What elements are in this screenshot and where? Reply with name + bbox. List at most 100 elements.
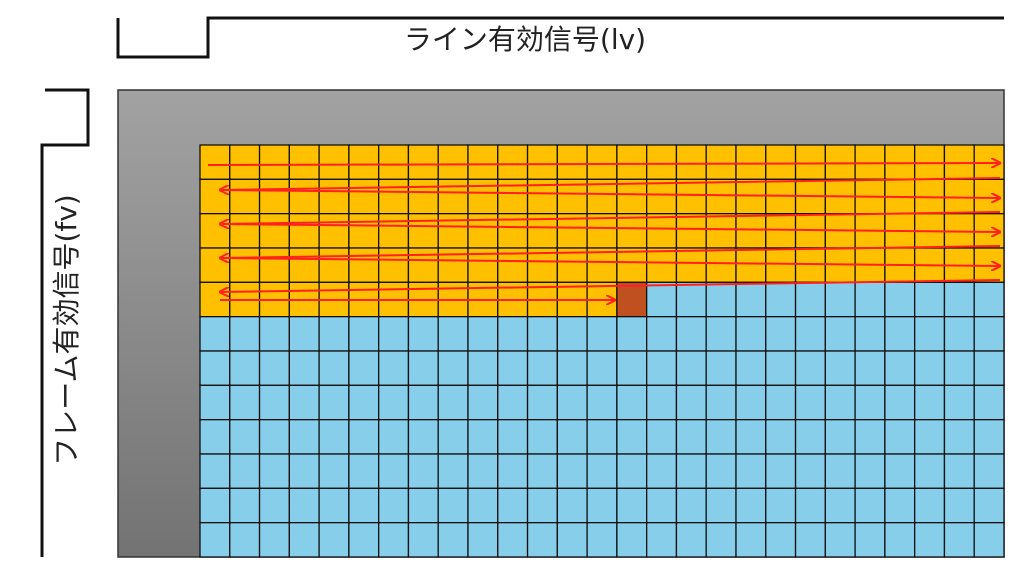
pixel-cell [258,487,290,524]
pixel-cell [675,178,707,215]
pixel-cell [765,384,797,421]
pixel-cell [497,350,529,386]
pixel-cell [705,522,737,558]
pixel-cell [348,144,380,180]
pixel-cell [646,522,678,558]
pixel-cell [943,316,975,352]
pixel-cell [348,178,380,215]
pixel-cell [199,350,231,386]
pixel-cell [556,419,588,455]
pixel-cell [437,213,469,249]
pixel-cell [258,247,290,283]
pixel-cell [526,316,558,352]
pixel-cell [914,281,946,318]
pixel-cell [765,419,797,455]
pixel-cell [735,281,767,318]
pixel-cell [765,522,797,558]
pixel-cell [646,213,678,249]
scan-arrow [220,177,1001,190]
pixel-cell [794,453,826,489]
pixel-cell [735,144,767,180]
pixel-cell [616,281,648,318]
pixel-cell [943,453,975,489]
pixel-cell [318,384,350,421]
pixel-cell [586,144,618,180]
pixel-cell [288,144,320,180]
pixel-cell [258,350,290,386]
pixel-cell [884,350,916,386]
pixel-cell [378,487,410,524]
pixel-cell [675,419,707,455]
pixel-cell [735,213,767,249]
pixel-cell [258,144,290,180]
pixel-cell [348,247,380,283]
pixel-cell [229,419,261,455]
pixel-cell [497,144,529,180]
pixel-cell [824,384,856,421]
pixel-cell [437,144,469,180]
pixel-cell [586,350,618,386]
pixel-cell [914,487,946,524]
pixel-cell [556,487,588,524]
pixel-cell [854,144,886,180]
pixel-cell [318,453,350,489]
pixel-cell [556,384,588,421]
pixel-cell [765,487,797,524]
pixel-cell [794,316,826,352]
pixel-cell [258,522,290,558]
scan-arrow [219,257,1000,266]
pixel-cell [824,419,856,455]
pixel-cell [378,419,410,455]
pixel-cell [675,316,707,352]
pixel-cell [705,247,737,283]
pixel-cell [943,384,975,421]
pixel-cell [437,316,469,352]
pixel-cell [705,419,737,455]
pixel-cell [765,316,797,352]
pixel-cell [646,144,678,180]
pixel-cell [705,316,737,352]
pixel-cell [199,178,231,215]
pixel-cell [526,384,558,421]
pixel-cell [378,247,410,283]
pixel-cell [973,487,1005,524]
pixel-cell [586,384,618,421]
pixel-cell [705,487,737,524]
pixel-cell [586,213,618,249]
pixel-cell [973,419,1005,455]
pixel-cell [556,350,588,386]
pixel-cell [705,384,737,421]
pixel-cell [705,281,737,318]
pixel-cell [407,350,439,386]
pixel-cell [586,247,618,283]
pixel-cell [526,350,558,386]
pixel-cell [526,144,558,180]
pixel-cell [288,522,320,558]
pixel-cell [318,350,350,386]
pixel-cell [824,144,856,180]
pixel-cell [288,350,320,386]
pixel-cell [258,384,290,421]
pixel-cell [437,522,469,558]
pixel-cell [348,453,380,489]
pixel-cell [675,281,707,318]
pixel-cell [556,522,588,558]
pixel-cell [943,487,975,524]
pixel-cell [318,247,350,283]
pixel-cell [735,487,767,524]
pixel-cell [288,419,320,455]
pixel-cell [646,350,678,386]
pixel-cell [765,247,797,283]
pixel-cell [229,178,261,215]
pixel-cell [914,350,946,386]
lv-label: ライン有効信号(lv) [404,23,646,56]
pixel-cell [914,384,946,421]
pixel-cell [526,487,558,524]
pixel-cell [973,350,1005,386]
pixel-cell [199,144,231,180]
pixel-cell [616,453,648,489]
pixel-cell [646,247,678,283]
pixel-cell [794,247,826,283]
pixel-cell [884,281,916,318]
pixel-cell [586,316,618,352]
